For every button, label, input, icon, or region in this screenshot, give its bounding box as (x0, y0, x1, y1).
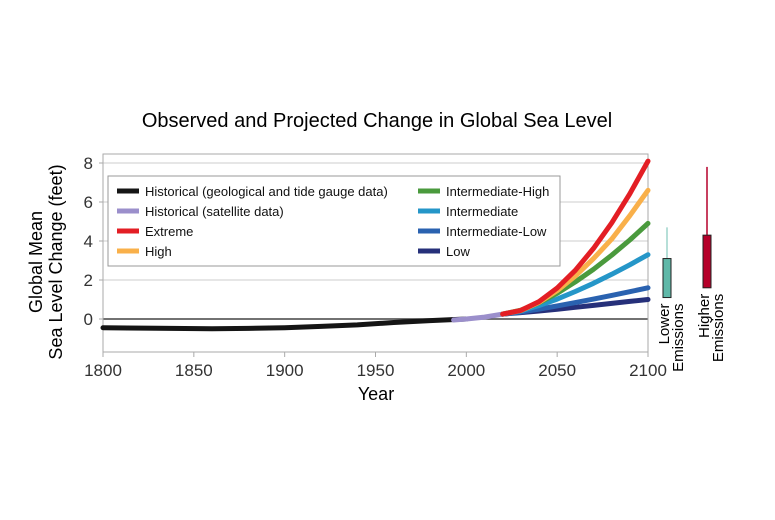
series-line-historical-geological-and-tide-gauge-data (100, 316, 469, 332)
x-tick-label: 2000 (447, 361, 485, 380)
legend-label: Extreme (145, 224, 193, 239)
range-label-line1: Higher (696, 294, 713, 338)
legend-item: Intermediate (418, 204, 518, 219)
x-tick-label: 1850 (175, 361, 213, 380)
range-label-line2: Emissions (710, 294, 727, 362)
y-axis-label-line1: Global Mean (26, 211, 46, 313)
legend-item: Intermediate-High (418, 184, 549, 199)
series-line-extreme (500, 158, 651, 317)
legend-label: Intermediate-High (446, 184, 549, 199)
range-box (702, 234, 712, 289)
y-tick-label: 4 (84, 232, 93, 251)
x-tick-label: 1800 (84, 361, 122, 380)
y-tick-label: 6 (84, 193, 93, 212)
legend-item: Historical (satellite data) (117, 204, 284, 219)
y-tick-label: 0 (84, 310, 93, 329)
legend-item: High (117, 244, 172, 259)
legend-label: Historical (geological and tide gauge da… (145, 184, 388, 199)
x-tick-label: 2100 (629, 361, 667, 380)
series-line-historical-satellite-data (451, 311, 506, 323)
legend-label: Intermediate (446, 204, 518, 219)
y-axis-label-line2: Sea Level Change (feet) (46, 164, 66, 359)
x-tick-label: 1950 (357, 361, 395, 380)
legend-item: Low (418, 244, 470, 259)
x-tick-label: 2050 (538, 361, 576, 380)
legend-label: Historical (satellite data) (145, 204, 284, 219)
chart-title: Observed and Projected Change in Global … (142, 110, 612, 132)
y-tick-label: 2 (84, 271, 93, 290)
legend-item: Historical (geological and tide gauge da… (117, 184, 388, 199)
legend-label: Intermediate-Low (446, 224, 547, 239)
legend-item: Intermediate-Low (418, 224, 547, 239)
y-tick-label: 8 (84, 154, 93, 173)
legend-box (107, 175, 561, 267)
range-box (662, 258, 672, 299)
legend-item: Extreme (117, 224, 193, 239)
legend-label: Low (446, 244, 470, 259)
range-label-line1: Lower (656, 304, 673, 345)
range-label-line2: Emissions (670, 304, 687, 372)
legend-label: High (145, 244, 172, 259)
x-tick-label: 1900 (266, 361, 304, 380)
x-axis-label: Year (358, 384, 394, 404)
